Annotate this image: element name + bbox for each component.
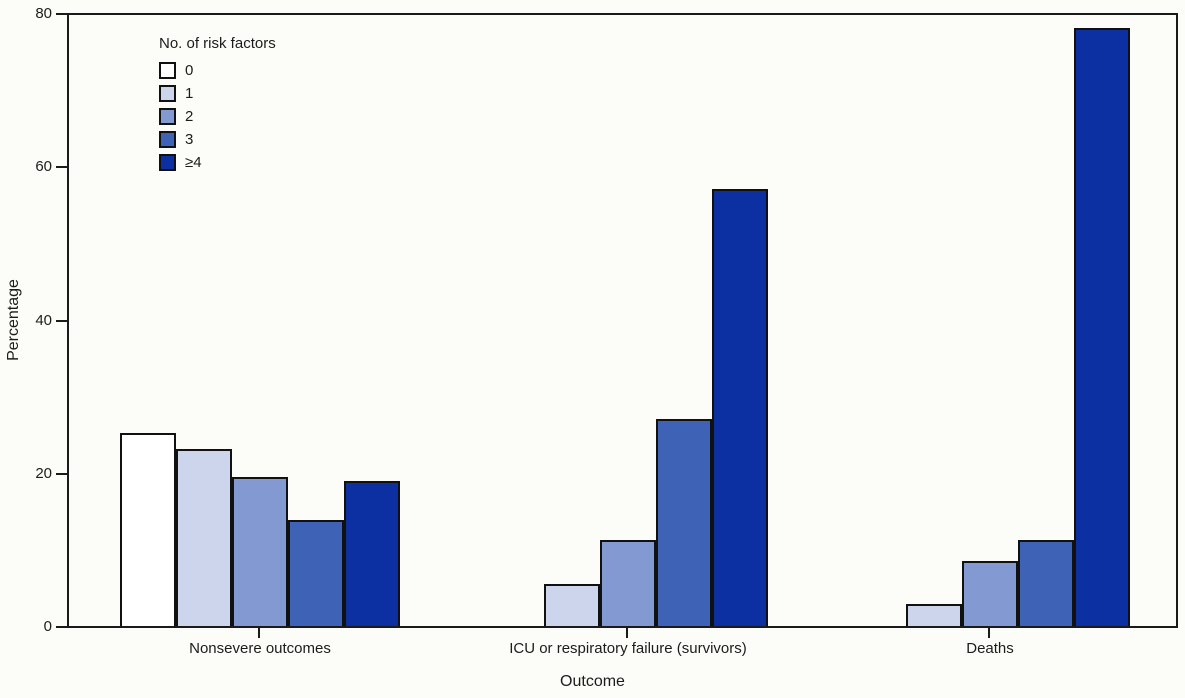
legend-swatch-icon bbox=[159, 85, 176, 102]
legend-label: 3 bbox=[185, 131, 194, 148]
y-tick-label: 60 bbox=[35, 158, 52, 175]
bar-series-1-icu bbox=[544, 584, 600, 626]
y-tick-mark bbox=[56, 166, 68, 168]
legend-row: ≥4 bbox=[159, 151, 276, 174]
legend-title: No. of risk factors bbox=[159, 35, 276, 52]
x-axis-title: Outcome bbox=[560, 673, 625, 690]
bar-series-1-nonsevere bbox=[176, 449, 232, 626]
legend-swatch-icon bbox=[159, 131, 176, 148]
bar-series-3-nonsevere bbox=[288, 520, 344, 626]
y-tick-mark bbox=[56, 473, 68, 475]
legend-label: 0 bbox=[185, 62, 194, 79]
category-label-deaths: Deaths bbox=[966, 640, 1014, 657]
bar-series-3-icu bbox=[656, 419, 712, 626]
category-label-nonsevere: Nonsevere outcomes bbox=[189, 640, 331, 657]
legend: No. of risk factors 0 1 2 3 ≥4 bbox=[159, 35, 276, 174]
legend-swatch-icon bbox=[159, 108, 176, 125]
legend-swatch-icon bbox=[159, 154, 176, 171]
legend-swatch-icon bbox=[159, 62, 176, 79]
category-label-icu: ICU or respiratory failure (survivors) bbox=[509, 640, 747, 657]
legend-label: ≥4 bbox=[185, 154, 202, 171]
bar-series-≥4-deaths bbox=[1074, 28, 1130, 626]
y-tick-label: 40 bbox=[35, 312, 52, 329]
x-tick-mark bbox=[258, 626, 260, 638]
bar-series-2-deaths bbox=[962, 561, 1018, 626]
y-tick-mark bbox=[56, 320, 68, 322]
bar-series-2-nonsevere bbox=[232, 477, 288, 626]
legend-row: 0 bbox=[159, 59, 276, 82]
x-tick-mark bbox=[626, 626, 628, 638]
legend-row: 1 bbox=[159, 82, 276, 105]
y-tick-label: 0 bbox=[43, 618, 52, 635]
bars-layer bbox=[69, 15, 1176, 626]
bar-series-0-nonsevere bbox=[120, 433, 176, 626]
plot-area: No. of risk factors 0 1 2 3 ≥4 bbox=[67, 13, 1178, 628]
legend-row: 2 bbox=[159, 105, 276, 128]
y-tick-label: 80 bbox=[35, 5, 52, 22]
y-tick-mark bbox=[56, 13, 68, 15]
legend-rows: 0 1 2 3 ≥4 bbox=[159, 59, 276, 174]
legend-row: 3 bbox=[159, 128, 276, 151]
y-tick-mark bbox=[56, 626, 68, 628]
bar-series-1-deaths bbox=[906, 604, 962, 626]
legend-label: 1 bbox=[185, 85, 194, 102]
y-tick-label: 20 bbox=[35, 465, 52, 482]
bar-series-2-icu bbox=[600, 540, 656, 626]
bar-series-≥4-nonsevere bbox=[344, 481, 400, 626]
bar-series-3-deaths bbox=[1018, 540, 1074, 626]
legend-label: 2 bbox=[185, 108, 194, 125]
bar-series-≥4-icu bbox=[712, 189, 768, 626]
x-tick-mark bbox=[988, 626, 990, 638]
